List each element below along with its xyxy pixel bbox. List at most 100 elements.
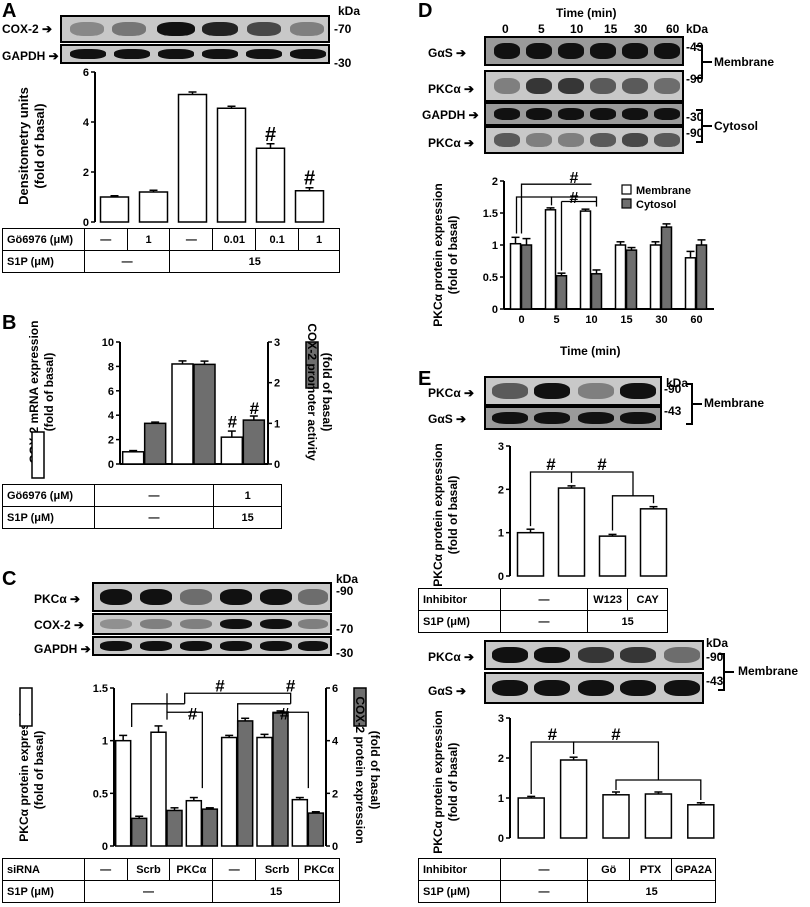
kda-header-e-bottom: kDa	[706, 636, 729, 650]
kda-header-d: kDa	[686, 22, 709, 36]
y-tick-label: 0	[498, 833, 504, 845]
y-tick-label: 2	[108, 435, 114, 447]
blot-label-e-pkc-top: PKCα ➔	[428, 386, 475, 400]
western-blot-e-pkc-bottom	[484, 640, 704, 670]
bar	[201, 808, 219, 847]
kda-c-cox2: -70	[336, 622, 354, 636]
table-cell: 15	[212, 880, 340, 903]
kda-d-pkc-cyt: -90	[686, 126, 704, 140]
svg-text:(fold of basal): (fold of basal)	[446, 476, 460, 555]
legend-swatch-white	[19, 687, 33, 727]
fraction-label-e-top: Membrane	[704, 396, 765, 410]
blot-label-d-pkc-cyt: PKCα ➔	[428, 136, 475, 150]
legend-swatch	[621, 198, 632, 209]
blot-label-d-pkc-mem: PKCα ➔	[428, 82, 475, 96]
kda-e-gas-bottom: -43	[706, 674, 724, 688]
y-tick-label: 1.5	[93, 683, 108, 695]
legend-label: Cytosol	[636, 199, 676, 211]
bar	[242, 419, 266, 465]
y-tick-label: 0	[102, 841, 108, 853]
condition-table-c: siRNA — Scrb PKCα — Scrb PKCα S1P (μM) —…	[2, 858, 340, 903]
svg-text:PKCα protein expression: PKCα protein expression	[431, 710, 445, 853]
table-cell: 1	[126, 228, 171, 251]
bar	[236, 720, 254, 847]
time-point: 5	[538, 22, 545, 36]
legend-swatch-gray	[305, 341, 319, 389]
bar	[509, 242, 522, 310]
svg-text:PKCα protein expression: PKCα protein expression	[17, 698, 31, 841]
western-blot-e-gas-bottom	[484, 672, 704, 704]
fraction-label-membrane-d: Membrane	[714, 55, 775, 69]
bar	[555, 274, 568, 310]
svg-text:COX-2 promoter activity: COX-2 promoter activity	[305, 323, 319, 461]
table-cell: —	[83, 228, 128, 251]
bar	[121, 451, 145, 465]
western-blot-d-gas	[484, 36, 684, 66]
y-tick-label: 2	[83, 167, 89, 179]
bar	[644, 793, 673, 839]
bar	[684, 257, 697, 310]
western-blot-e-pkc-top	[484, 376, 662, 406]
legend-swatch-white	[31, 431, 45, 479]
y-tick-label: 2	[498, 484, 504, 496]
panel-label-b: B	[2, 312, 17, 334]
significance-mark: #	[188, 704, 198, 723]
kda-header-c: kDa	[336, 572, 359, 586]
panel-label-c: C	[2, 568, 17, 590]
significance-mark: #	[597, 455, 607, 474]
svg-text:PKCα protein expression: PKCα protein expression	[431, 183, 445, 326]
legend-label: Membrane	[636, 185, 691, 197]
table-label: S1P (μM)	[2, 506, 95, 529]
table-cell: —	[212, 858, 257, 881]
svg-text:(fold of basal): (fold of basal)	[32, 731, 46, 810]
table-label: Gö6976 (μM)	[2, 228, 85, 251]
ylabel-e-bottom: PKCα protein expression (fold of basal)	[431, 710, 460, 853]
bar	[150, 731, 167, 847]
y-tick-label: 2	[498, 753, 504, 765]
bar	[559, 759, 588, 839]
bar	[216, 107, 247, 223]
table-label: S1P (μM)	[2, 880, 85, 903]
time-point: 15	[604, 22, 618, 36]
table-cell: CAY	[627, 588, 668, 611]
comparison-bracket	[237, 703, 309, 789]
y-tick-label: 6	[83, 67, 89, 79]
y-tick-label-right: 2	[332, 788, 338, 800]
blot-label-e-gas-top: GαS ➔	[428, 412, 467, 426]
y-tick-label: 3	[498, 441, 504, 453]
y-tick-label-right: 2	[274, 378, 280, 390]
kda-c-pkc: -90	[336, 584, 354, 598]
table-cell: —	[499, 880, 589, 903]
significance-mark: #	[570, 170, 579, 187]
bar	[272, 712, 289, 847]
significance-mark: #	[265, 124, 276, 146]
y-tick-label: 4	[108, 410, 115, 422]
western-blot-d-pkc-cyt	[484, 126, 684, 154]
table-cell: 0.01	[212, 228, 257, 251]
svg-text:PKCα protein expression: PKCα protein expression	[431, 443, 445, 586]
blot-label-e-pkc-bottom: PKCα ➔	[428, 650, 475, 664]
bar	[220, 736, 238, 847]
bar	[614, 244, 627, 310]
x-tick-label: 15	[620, 314, 632, 326]
table-cell: 15	[587, 880, 716, 903]
bar	[598, 535, 627, 577]
condition-table-e-top: Inhibitor — W123 CAY S1P (μM) — 15	[418, 588, 668, 633]
bar	[517, 797, 545, 839]
y-tick-label: 0	[83, 217, 89, 229]
legend-swatch	[621, 184, 632, 195]
bar	[256, 736, 273, 847]
y-tick-label: 0	[498, 571, 504, 583]
table-cell: —	[83, 250, 171, 273]
bar	[138, 191, 169, 223]
comparison-bracket	[530, 741, 575, 794]
x-tick-label: 5	[553, 314, 559, 326]
table-cell: 15	[587, 610, 668, 633]
table-cell: W123	[587, 588, 629, 611]
fraction-brackets-d	[696, 45, 712, 143]
bar	[177, 93, 208, 223]
kda-a-gapdh: -30	[334, 56, 352, 70]
table-label: siRNA	[2, 858, 85, 881]
svg-text:(fold of basal): (fold of basal)	[446, 743, 460, 822]
y-tick-label: 10	[102, 337, 114, 349]
